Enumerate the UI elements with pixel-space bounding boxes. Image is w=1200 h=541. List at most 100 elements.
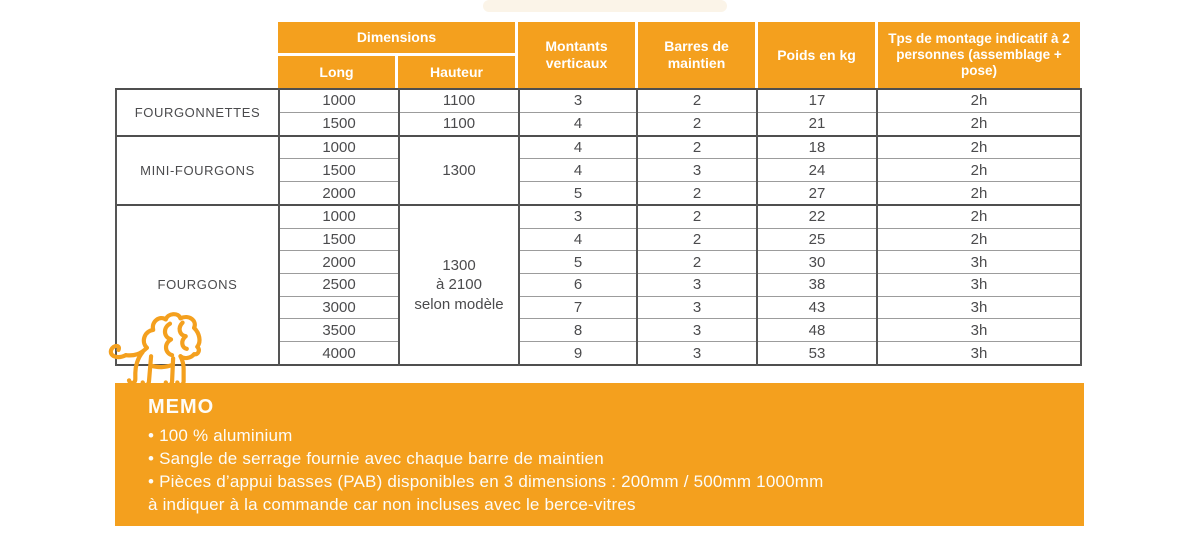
tps-cell: 2h xyxy=(876,158,1082,183)
long-cell: 1500 xyxy=(278,111,400,137)
barres-cell: 2 xyxy=(636,227,758,252)
poids-cell: 38 xyxy=(756,273,878,297)
header-long: Long xyxy=(278,56,395,88)
montants-cell: 5 xyxy=(518,181,638,206)
tps-cell: 2h xyxy=(876,181,1082,206)
lion-hind-leg-2 xyxy=(126,349,145,386)
poids-cell: 53 xyxy=(756,341,878,366)
memo-title: MEMO xyxy=(148,396,215,418)
long-cell: 1000 xyxy=(278,203,400,229)
tps-cell: 2h xyxy=(876,203,1082,229)
tps-cell: 2h xyxy=(876,134,1082,160)
memo-lines: • 100 % aluminium • Sangle de serrage fou… xyxy=(148,424,1064,516)
long-cell: 1000 xyxy=(278,87,400,113)
header-temps-de-montage: Tps de montage indicatif à 2 personnes (… xyxy=(878,22,1080,88)
memo-line: • Sangle de serrage fournie avec chaque … xyxy=(148,449,604,468)
lion-mane-curl-1 xyxy=(162,321,175,358)
poids-cell: 18 xyxy=(756,134,878,160)
tps-cell: 3h xyxy=(876,295,1082,320)
poids-cell: 48 xyxy=(756,318,878,343)
barres-cell: 2 xyxy=(636,134,758,160)
memo-panel: MEMO • 100 % aluminium • Sangle de serrag… xyxy=(115,383,1084,526)
memo-line: • 100 % aluminium xyxy=(148,426,293,445)
tps-cell: 2h xyxy=(876,111,1082,137)
long-cell: 3000 xyxy=(278,295,400,320)
header-poids-en-kg: Poids en kg xyxy=(758,22,875,88)
barres-cell: 3 xyxy=(636,341,758,366)
montants-cell: 4 xyxy=(518,134,638,160)
table-row: 2500 6 3 38 3h xyxy=(116,273,1082,297)
poids-cell: 24 xyxy=(756,158,878,183)
montants-cell: 3 xyxy=(518,87,638,113)
montants-cell: 6 xyxy=(518,273,638,297)
barres-cell: 2 xyxy=(636,250,758,275)
lion-belly xyxy=(148,362,176,370)
long-cell: 4000 xyxy=(278,341,400,366)
table-row: 1500 4 2 25 2h xyxy=(116,227,1082,252)
tps-cell: 3h xyxy=(876,318,1082,343)
long-cell: 1500 xyxy=(278,227,400,252)
lion-mane-curl-2 xyxy=(177,320,189,351)
lion-front-leg-1 xyxy=(175,354,186,388)
lion-logo-icon xyxy=(108,312,202,388)
poids-cell: 17 xyxy=(756,87,878,113)
table-row: 4000 9 3 53 3h xyxy=(116,341,1082,366)
tps-cell: 3h xyxy=(876,273,1082,297)
specs-table: FOURGONNETTES 1000 1100 3 2 17 2h 1500 1100 4 2 21 2… xyxy=(115,87,1082,366)
hauteur-merged-cell: 1300 xyxy=(398,134,520,206)
barres-cell: 2 xyxy=(636,111,758,137)
long-cell: 2500 xyxy=(278,273,400,297)
long-cell: 1000 xyxy=(278,134,400,160)
long-cell: 2000 xyxy=(278,250,400,275)
long-cell: 3500 xyxy=(278,318,400,343)
header-hauteur: Hauteur xyxy=(398,56,515,88)
lion-hind-leg-1 xyxy=(140,354,154,388)
faded-top-band xyxy=(483,0,727,12)
montants-cell: 4 xyxy=(518,158,638,183)
vehicle-group-cell: MINI-FOURGONS xyxy=(115,134,280,206)
tps-cell: 3h xyxy=(876,250,1082,275)
table-row: 2000 5 2 30 3h xyxy=(116,250,1082,275)
hauteur-cell: 1100 xyxy=(398,111,520,137)
montants-cell: 4 xyxy=(518,111,638,137)
lion-face xyxy=(178,325,202,361)
lion-front-leg-2 xyxy=(163,356,176,388)
barres-cell: 3 xyxy=(636,295,758,320)
vehicle-group-cell: FOURGONNETTES xyxy=(115,88,280,137)
hauteur-cell: 1100 xyxy=(398,87,520,113)
poids-cell: 21 xyxy=(756,111,878,137)
long-cell: 2000 xyxy=(278,181,400,206)
montants-cell: 7 xyxy=(518,295,638,320)
poids-cell: 27 xyxy=(756,181,878,206)
montants-cell: 3 xyxy=(518,203,638,229)
table-row: FOURGONNETTES 1000 1100 3 2 17 2h xyxy=(115,87,1082,137)
poids-cell: 30 xyxy=(756,250,878,275)
long-cell: 1500 xyxy=(278,158,400,183)
montants-cell: 8 xyxy=(518,318,638,343)
barres-cell: 3 xyxy=(636,273,758,297)
hauteur-merged-cell: 1300 à 2100 selon modèle xyxy=(398,203,520,366)
tps-cell: 2h xyxy=(876,87,1082,113)
lion-tail xyxy=(108,343,128,360)
barres-cell: 3 xyxy=(636,158,758,183)
table-row: FOURGONS 1000 1300 à 2100 selon modèle 3 2 22… xyxy=(115,203,1082,366)
header-dimensions: Dimensions xyxy=(278,22,515,53)
barres-cell: 2 xyxy=(636,181,758,206)
montants-cell: 9 xyxy=(518,341,638,366)
barres-cell: 3 xyxy=(636,318,758,343)
lion-mane-outline xyxy=(141,312,197,350)
poids-cell: 43 xyxy=(756,295,878,320)
memo-line: • Pièces d’appui basses (PAB) disponible… xyxy=(148,472,824,491)
barres-cell: 2 xyxy=(636,87,758,113)
poids-cell: 22 xyxy=(756,203,878,229)
montants-cell: 5 xyxy=(518,250,638,275)
table-row: 3000 7 3 43 3h xyxy=(116,295,1082,320)
memo-line: à indiquer à la commande car non incluse… xyxy=(148,495,636,514)
header-montants-verticaux: Montants verticaux xyxy=(518,22,635,88)
header-barres-de-maintien: Barres de maintien xyxy=(638,22,755,88)
barres-cell: 2 xyxy=(636,203,758,229)
montants-cell: 4 xyxy=(518,227,638,252)
lion-back xyxy=(123,345,149,358)
table-row: 1500 1100 4 2 21 2h xyxy=(116,111,1082,137)
